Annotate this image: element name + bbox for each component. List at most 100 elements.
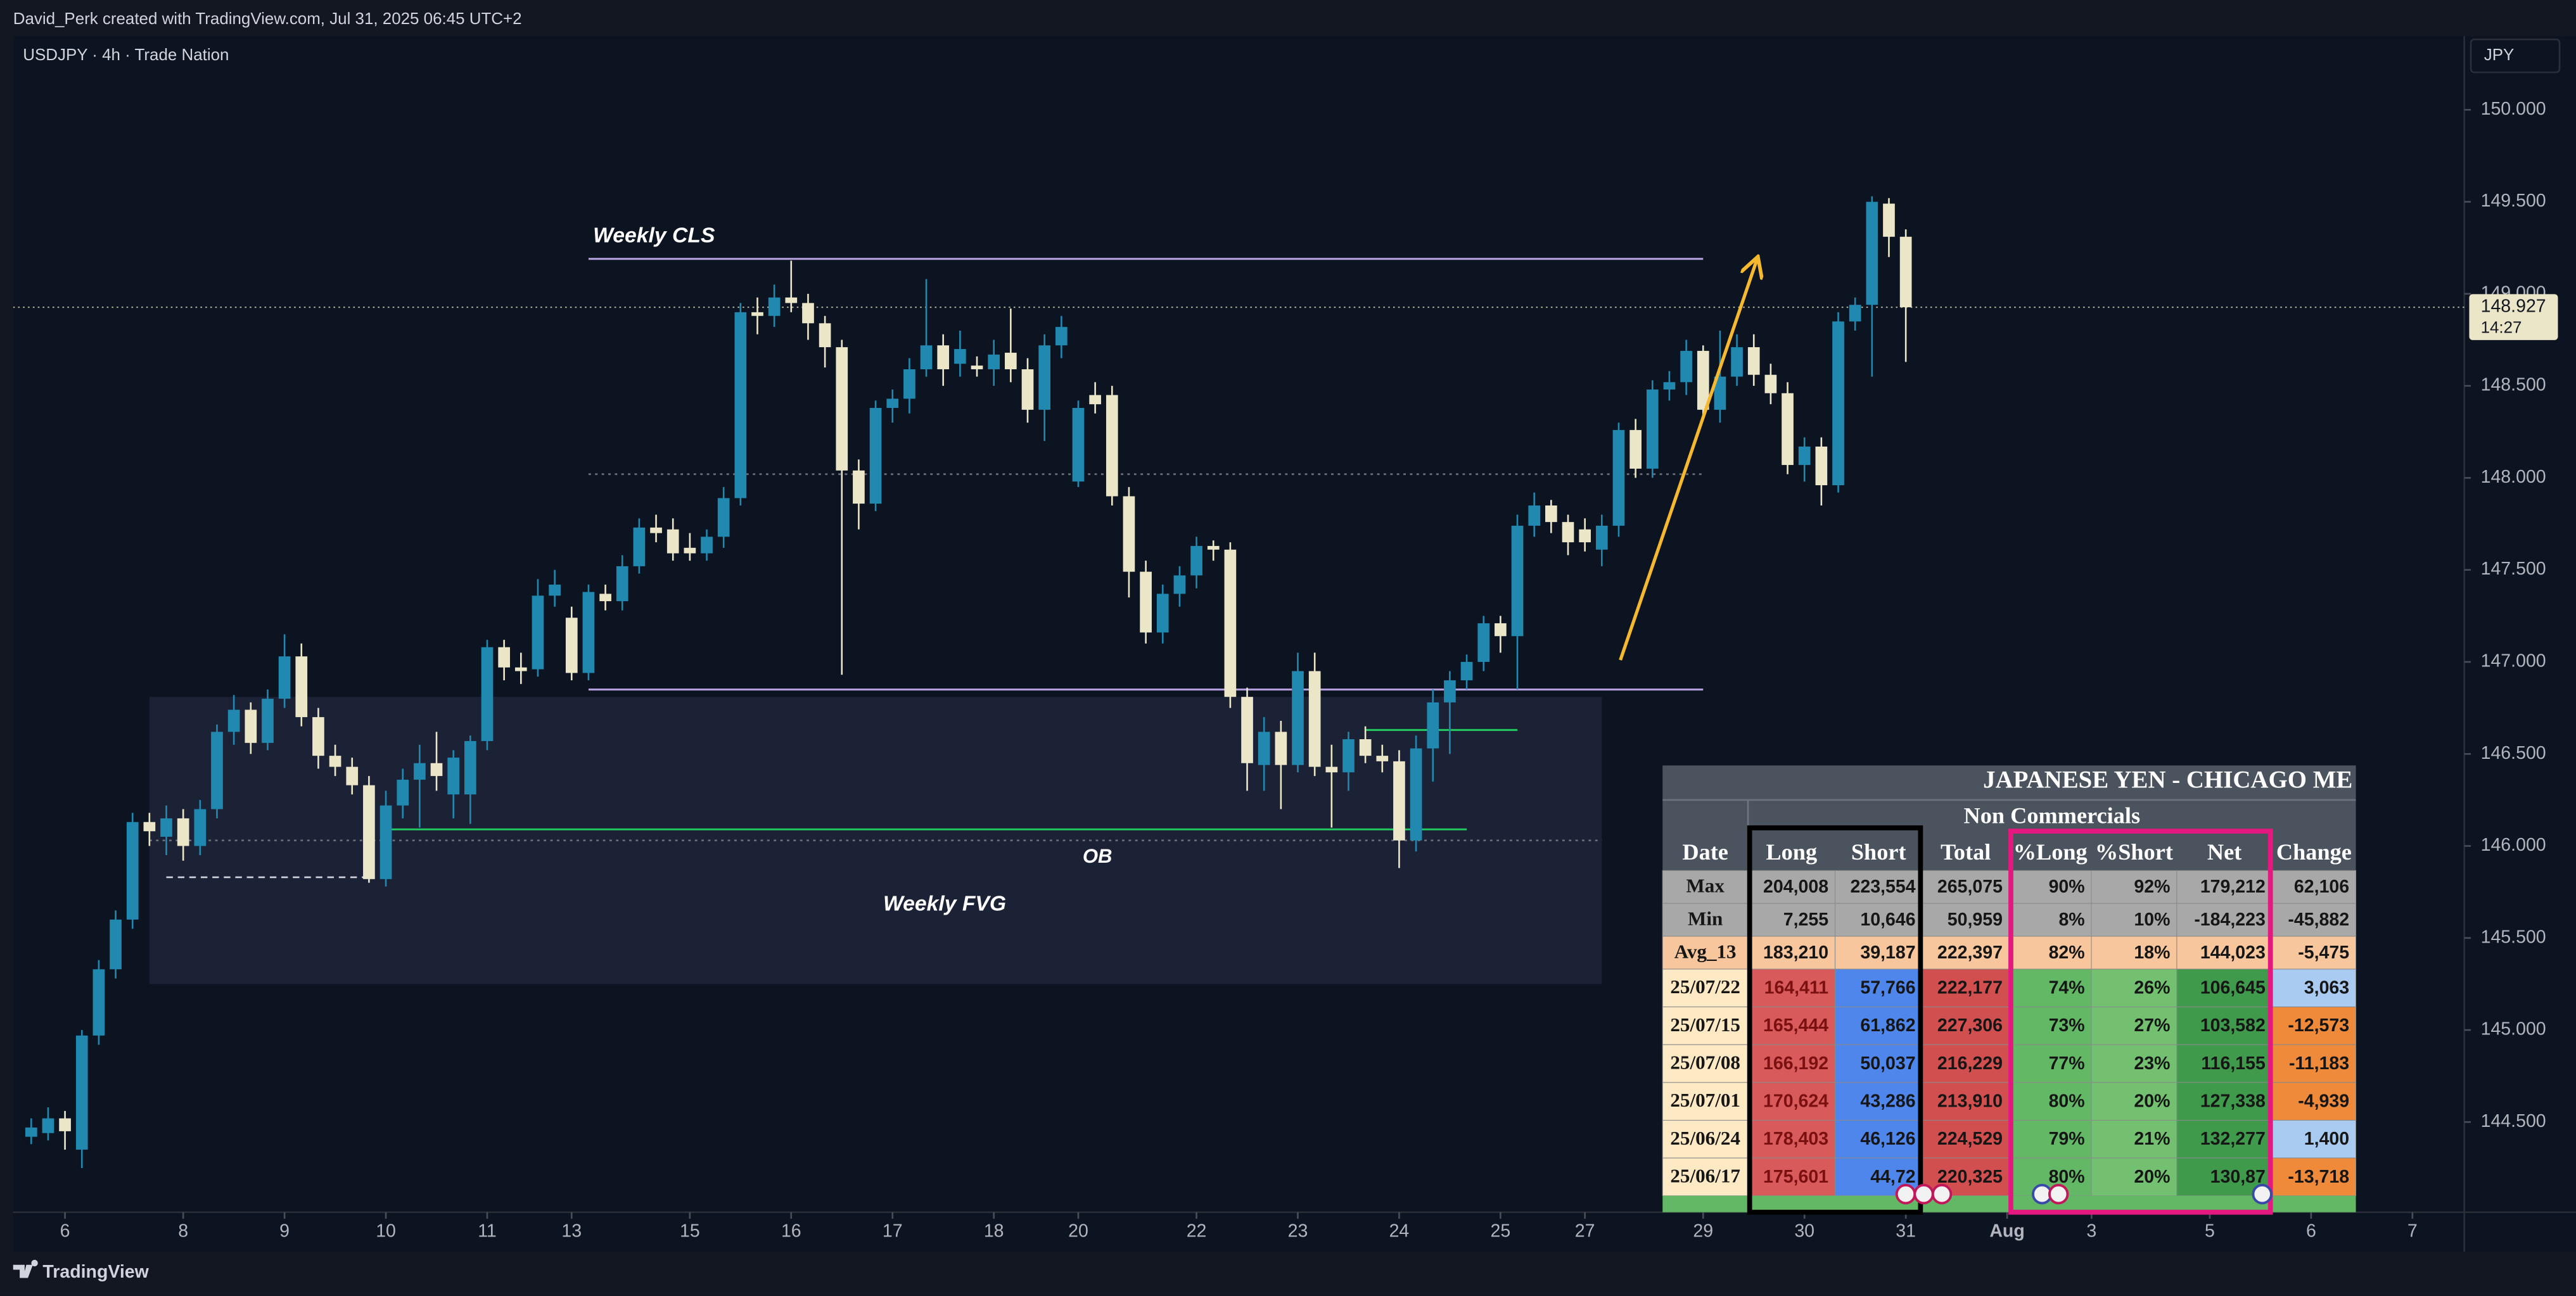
- table-cell-text: 62,106: [2294, 877, 2349, 897]
- currency-box[interactable]: [2470, 38, 2561, 73]
- table-cell-text: -4,939: [2298, 1091, 2349, 1112]
- table-cell-text: 26%: [2134, 978, 2170, 998]
- table-cell-text: 25/07/01: [1670, 1089, 1740, 1111]
- event-icon[interactable]: [2048, 1184, 2069, 1205]
- x-tick-label: 17: [883, 1221, 903, 1241]
- table-cell: [2271, 1044, 2357, 1083]
- x-tick-label: 6: [2306, 1221, 2316, 1241]
- candle-body: [1545, 505, 1557, 523]
- table-cell: [1834, 1082, 1923, 1121]
- candle-body: [1376, 756, 1389, 761]
- candle-body: [430, 763, 443, 777]
- table-cell: [1922, 870, 2010, 904]
- candle-body: [1815, 447, 1828, 486]
- table-group: Non Commercials: [1964, 803, 2141, 829]
- y-tick-label: 148.500: [2481, 375, 2546, 395]
- candle-body: [768, 297, 781, 316]
- candle-body: [1663, 382, 1676, 390]
- table-cell: [1662, 1157, 1749, 1197]
- annotation: OB: [1083, 845, 1113, 867]
- candle-body: [397, 779, 409, 806]
- y-tick-label: 148.000: [2481, 467, 2546, 487]
- candle-body: [886, 398, 899, 408]
- x-tick-label: 10: [376, 1221, 396, 1241]
- table-cell-text: -5,475: [2298, 943, 2349, 963]
- table-title: JAPANESE YEN - CHICAGO ME: [1983, 766, 2352, 793]
- logo: [13, 1259, 38, 1278]
- table-cell: [2271, 1082, 2357, 1121]
- table-cell-text: 144,023: [2200, 943, 2266, 963]
- table-cell-text: 61,862: [1860, 1015, 1915, 1036]
- candle-body: [1731, 347, 1743, 377]
- y-tick-label: 147.000: [2481, 651, 2546, 671]
- candle-body: [59, 1118, 71, 1131]
- table-cell: [2008, 1082, 2092, 1121]
- candle-body: [869, 407, 882, 504]
- countdown: 14:27: [2481, 319, 2522, 337]
- x-tick-label: 27: [1575, 1221, 1595, 1241]
- table-cell-text: 57,766: [1860, 978, 1915, 998]
- table-cell: [1662, 903, 1749, 937]
- candle-body: [1038, 345, 1050, 410]
- table-cell: [2176, 903, 2273, 937]
- table-cell-text: 21%: [2134, 1129, 2170, 1149]
- x-tick-label: 31: [1896, 1221, 1916, 1241]
- table-cell: [1834, 903, 1923, 937]
- candle-body: [295, 656, 308, 718]
- candle-body: [1190, 545, 1202, 576]
- annotation: Weekly FVG: [883, 892, 1006, 916]
- table-cell: [2176, 1044, 2273, 1083]
- x-tick-label: 7: [2407, 1221, 2418, 1241]
- table-cell: [2091, 1157, 2177, 1197]
- table-cell-text: 44,72: [1870, 1167, 1915, 1187]
- table-cell-text: Min: [1688, 908, 1723, 930]
- table-cell-text: 20%: [2134, 1167, 2170, 1187]
- column-header: Change: [2276, 839, 2352, 865]
- event-icon[interactable]: [1913, 1184, 1934, 1205]
- x-tick-label: 18: [984, 1221, 1004, 1241]
- table-cell-text: 25/07/15: [1670, 1013, 1740, 1036]
- candle-body: [599, 594, 611, 602]
- candle-body: [346, 766, 359, 785]
- x-tick-label: 23: [1288, 1221, 1308, 1241]
- table-cell-text: 3,063: [2304, 978, 2349, 998]
- table-cell-text: 216,229: [1937, 1053, 2003, 1074]
- highlight-box: [2008, 829, 2273, 1215]
- x-tick-label: Aug: [1989, 1221, 2024, 1241]
- column-header: Date: [1682, 839, 1728, 865]
- column-header: %Short: [2095, 839, 2173, 865]
- table-cell-text: Avg_13: [1674, 940, 1737, 962]
- table-cell-text: 103,582: [2200, 1015, 2266, 1036]
- table-cell: [1922, 1120, 2010, 1159]
- table-cell-text: 18%: [2134, 943, 2170, 963]
- candle-body: [110, 919, 122, 970]
- table-cell-text: 8%: [2058, 910, 2084, 930]
- table-cell: [1662, 1120, 1749, 1159]
- table-cell-text: 90%: [2049, 877, 2085, 897]
- candle-body: [1629, 429, 1642, 469]
- candle-body: [1106, 395, 1118, 497]
- event-icon[interactable]: [2252, 1184, 2273, 1205]
- table-cell-text: 164,411: [1764, 978, 1829, 998]
- candle-body: [1714, 376, 1726, 410]
- x-tick-label: 20: [1068, 1221, 1088, 1241]
- candle-body: [1410, 748, 1422, 841]
- candle-body: [1899, 236, 1912, 308]
- candle-body: [194, 809, 207, 846]
- table-cell-text: 183,210: [1763, 943, 1828, 963]
- table-cell: [1662, 936, 1749, 970]
- table-cell-text: 50,959: [1948, 910, 2003, 930]
- table-cell: [2008, 936, 2092, 970]
- candle-body: [414, 763, 426, 780]
- event-icon[interactable]: [1895, 1184, 1916, 1205]
- table-cell-text: 39,187: [1860, 943, 1915, 963]
- candle-body: [160, 818, 172, 837]
- candle-body: [227, 709, 240, 732]
- candle-body: [633, 527, 646, 566]
- table-cell-text: -11,183: [2289, 1053, 2349, 1074]
- candle-body: [1123, 496, 1135, 572]
- table-cell: [1662, 1007, 1749, 1045]
- table-cell-text: 222,177: [1937, 978, 2003, 998]
- event-icon[interactable]: [1931, 1184, 1953, 1205]
